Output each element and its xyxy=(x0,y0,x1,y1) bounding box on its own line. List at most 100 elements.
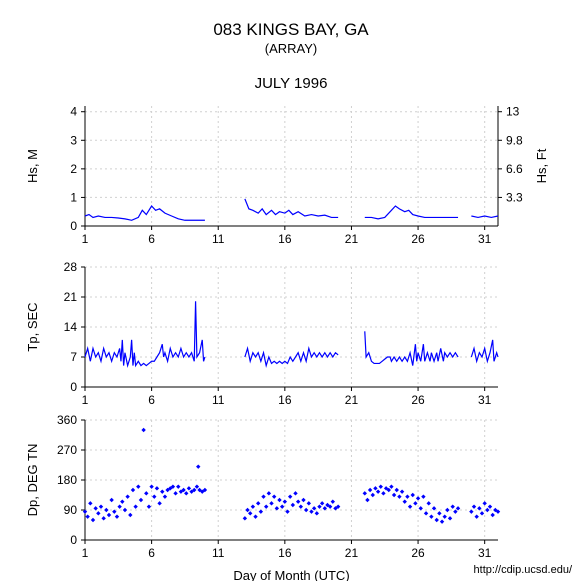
data-point xyxy=(485,508,489,512)
ytick-label: 180 xyxy=(57,473,77,487)
ytick-label: 270 xyxy=(57,443,77,457)
xtick-label: 26 xyxy=(411,546,425,560)
ytick-label: 4 xyxy=(70,105,77,119)
ytick-label: 2 xyxy=(70,162,77,176)
data-point xyxy=(368,488,372,492)
xtick-label: 16 xyxy=(278,232,292,246)
data-point xyxy=(131,488,135,492)
data-point xyxy=(472,504,476,508)
data-point xyxy=(196,464,200,468)
xtick-label: 21 xyxy=(345,393,359,407)
data-point xyxy=(272,494,276,498)
data-point xyxy=(488,504,492,508)
data-point xyxy=(445,508,449,512)
chart-container: 083 KINGS BAY, GA(ARRAY)JULY 19960123416… xyxy=(0,0,582,581)
data-point xyxy=(269,501,273,505)
data-point xyxy=(435,518,439,522)
data-point xyxy=(490,513,494,517)
xtick-label: 6 xyxy=(148,393,155,407)
data-point xyxy=(261,494,265,498)
xtick-label: 31 xyxy=(478,232,492,246)
data-point xyxy=(283,499,287,503)
ytick-label: 90 xyxy=(64,503,78,517)
data-point xyxy=(88,501,92,505)
data-point xyxy=(160,489,164,493)
data-point xyxy=(136,484,140,488)
data-point xyxy=(109,498,113,502)
ytick-right-label: 3.3 xyxy=(506,190,523,204)
data-point xyxy=(117,504,121,508)
xtick-label: 11 xyxy=(212,232,225,246)
xtick-label: 21 xyxy=(345,546,359,560)
xlabel: Day of Month (UTC) xyxy=(233,568,349,581)
data-point xyxy=(405,494,409,498)
data-point xyxy=(469,509,473,513)
data-point xyxy=(149,484,153,488)
ylabel: Dp, DEG TN xyxy=(25,444,40,517)
ytick-right-label: 6.6 xyxy=(506,162,523,176)
data-point xyxy=(429,514,433,518)
ytick-label: 0 xyxy=(70,219,77,233)
data-point xyxy=(296,499,300,503)
data-point xyxy=(125,494,129,498)
data-point xyxy=(403,499,407,503)
ytick-right-label: 13 xyxy=(506,105,520,119)
data-point xyxy=(365,498,369,502)
data-point xyxy=(411,493,415,497)
xtick-label: 1 xyxy=(82,232,89,246)
ytick-label: 360 xyxy=(57,413,77,427)
data-point xyxy=(474,514,478,518)
data-point xyxy=(419,506,423,510)
data-line xyxy=(245,199,338,218)
data-point xyxy=(245,508,249,512)
data-point xyxy=(85,514,89,518)
data-point xyxy=(99,504,103,508)
ytick-label: 3 xyxy=(70,133,77,147)
data-point xyxy=(104,508,108,512)
data-point xyxy=(451,504,455,508)
data-point xyxy=(139,498,143,502)
data-point xyxy=(397,494,401,498)
ylabel: Tp, SEC xyxy=(25,302,40,351)
data-line xyxy=(85,301,205,365)
data-point xyxy=(176,484,180,488)
xtick-label: 21 xyxy=(345,232,359,246)
data-point xyxy=(309,509,313,513)
xtick-label: 26 xyxy=(411,232,425,246)
data-point xyxy=(256,501,260,505)
data-point xyxy=(421,494,425,498)
data-point xyxy=(195,484,199,488)
ytick-label: 1 xyxy=(70,190,77,204)
ytick-label: 0 xyxy=(70,533,77,547)
ytick-label: 21 xyxy=(64,290,78,304)
xtick-label: 1 xyxy=(82,546,89,560)
data-point xyxy=(128,513,132,517)
data-point xyxy=(381,491,385,495)
data-point xyxy=(320,501,324,505)
xtick-label: 6 xyxy=(148,546,155,560)
data-point xyxy=(304,508,308,512)
data-point xyxy=(392,493,396,497)
data-point xyxy=(301,498,305,502)
data-line xyxy=(365,331,458,365)
month-title: JULY 1996 xyxy=(255,75,328,92)
data-point xyxy=(280,504,284,508)
xtick-label: 6 xyxy=(148,232,155,246)
data-point xyxy=(307,501,311,505)
ytick-label: 14 xyxy=(64,320,78,334)
xtick-label: 1 xyxy=(82,393,89,407)
data-point xyxy=(152,494,156,498)
data-point xyxy=(373,486,377,490)
data-point xyxy=(293,491,297,495)
data-point xyxy=(424,511,428,515)
data-point xyxy=(123,508,127,512)
data-point xyxy=(480,511,484,515)
data-point xyxy=(264,504,268,508)
data-point xyxy=(443,514,447,518)
data-point xyxy=(251,504,255,508)
xtick-label: 26 xyxy=(411,393,425,407)
data-point xyxy=(157,501,161,505)
ytick-right-label: 9.8 xyxy=(506,133,523,147)
ytick-label: 28 xyxy=(64,260,78,274)
data-point xyxy=(107,513,111,517)
